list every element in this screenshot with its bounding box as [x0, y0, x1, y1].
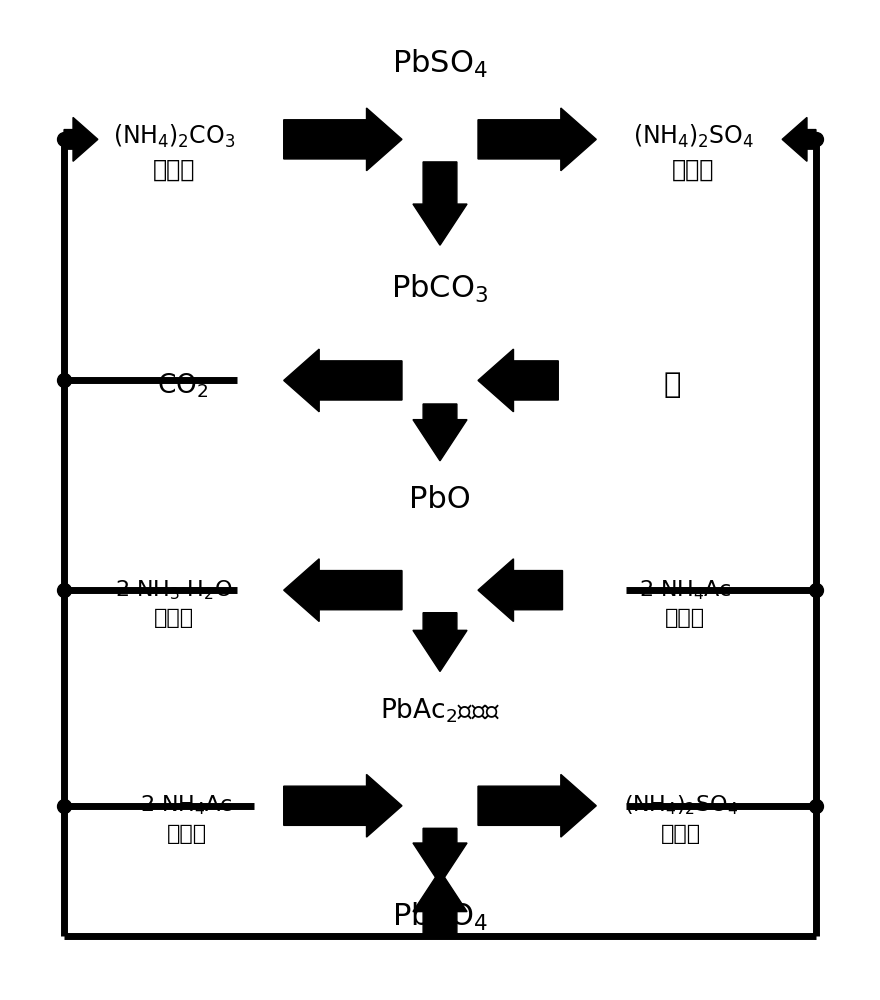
Polygon shape — [64, 117, 98, 161]
Polygon shape — [478, 108, 597, 171]
Text: PbSO$_4$: PbSO$_4$ — [392, 48, 488, 80]
Text: (NH$_4$)$_2$SO$_4$
水溢液: (NH$_4$)$_2$SO$_4$ 水溢液 — [624, 794, 738, 844]
Text: 2 NH$_4$Ac
水溢液: 2 NH$_4$Ac 水溢液 — [639, 578, 731, 628]
Polygon shape — [413, 162, 467, 245]
Polygon shape — [782, 117, 816, 161]
Polygon shape — [413, 404, 467, 461]
Polygon shape — [283, 349, 402, 412]
Text: PbAc$_2$水溢液: PbAc$_2$水溢液 — [380, 696, 500, 725]
Text: PbCO$_3$: PbCO$_3$ — [392, 273, 488, 305]
Polygon shape — [283, 559, 402, 622]
Text: PbO: PbO — [409, 486, 471, 514]
Polygon shape — [413, 870, 467, 936]
Text: 2 NH$_4$Ac
水溢液: 2 NH$_4$Ac 水溢液 — [140, 794, 233, 844]
Text: (NH$_4$)$_2$CO$_3$
水溢液: (NH$_4$)$_2$CO$_3$ 水溢液 — [113, 123, 235, 182]
Text: 热: 热 — [664, 371, 681, 399]
Polygon shape — [413, 613, 467, 672]
Text: CO$_2$: CO$_2$ — [157, 371, 208, 400]
Polygon shape — [478, 349, 558, 412]
Text: 2 NH$_3$·H$_2$O
水溢液: 2 NH$_3$·H$_2$O 水溢液 — [115, 578, 232, 628]
Polygon shape — [283, 108, 402, 171]
Polygon shape — [283, 774, 402, 837]
Polygon shape — [413, 828, 467, 884]
Text: (NH$_4$)$_2$SO$_4$
水溢液: (NH$_4$)$_2$SO$_4$ 水溢液 — [633, 123, 754, 182]
Text: PbSO$_4$: PbSO$_4$ — [392, 900, 488, 933]
Polygon shape — [478, 774, 597, 837]
Polygon shape — [478, 559, 562, 622]
